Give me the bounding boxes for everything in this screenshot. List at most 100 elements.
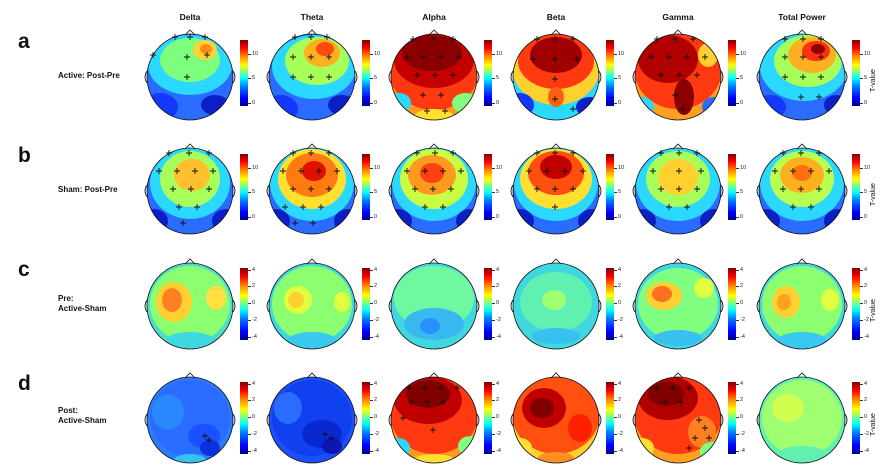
topomap-active-post-pre-alpha — [384, 25, 484, 125]
topomap-pre-active-sham-alpha — [384, 254, 484, 354]
colorbar-tick: 4 — [859, 381, 868, 387]
colorbar: 4 2 0 -2 -4 — [240, 381, 257, 454]
colorbar-tick: 2 — [369, 283, 378, 289]
colorbar-tick: 5 — [247, 189, 256, 195]
colorbar: 10 5 0 — [484, 40, 502, 106]
colorbar-tick: 0 — [859, 414, 868, 420]
colorbar: 10 5 0 — [606, 40, 624, 106]
colorbar-tick: 0 — [735, 300, 744, 306]
colorbar-tick: 10 — [735, 165, 747, 171]
row-label-d: Post: Active-Sham — [58, 406, 107, 425]
colorbar-label: T-value — [870, 299, 877, 322]
colorbar-tick: -4 — [492, 334, 501, 340]
colorbar-tick: 2 — [247, 283, 256, 289]
row-letter-c: c — [18, 258, 30, 281]
colorbar-tick: -2 — [736, 317, 745, 323]
row-label-a: Active: Post-Pre — [58, 71, 120, 80]
band-label-beta: Beta — [546, 12, 566, 22]
colorbar: 4 2 0 -2 -4 — [606, 267, 623, 340]
colorbar: 10 5 0 — [852, 154, 870, 220]
colorbar-tick: 4 — [859, 267, 868, 273]
colorbar-tick: -2 — [492, 431, 501, 437]
colorbar-tick: 0 — [247, 300, 256, 306]
colorbar-tick: 0 — [491, 100, 500, 106]
colorbar-tick: 0 — [859, 300, 868, 306]
colorbar-tick: 0 — [247, 414, 256, 420]
colorbar-tick: -2 — [614, 317, 623, 323]
colorbar-tick: 5 — [491, 75, 500, 81]
colorbar-tick: 4 — [369, 267, 378, 273]
colorbar-tick: 10 — [859, 51, 871, 57]
colorbar-tick: 0 — [247, 100, 256, 106]
colorbar-tick: 5 — [735, 189, 744, 195]
topomap-pre-active-sham-delta — [140, 254, 240, 354]
colorbar-tick: 10 — [859, 165, 871, 171]
colorbar-tick: -2 — [614, 431, 623, 437]
colorbar-tick: -4 — [736, 334, 745, 340]
colorbar-tick: -4 — [736, 448, 745, 454]
topomap-sham-post-pre-delta — [140, 139, 240, 239]
colorbar: 4 2 0 -2 -4 — [484, 381, 501, 454]
band-label-delta: Delta — [179, 12, 201, 22]
colorbar: 4 2 0 -2 -4 — [728, 267, 745, 340]
colorbar-tick: 2 — [247, 397, 256, 403]
colorbar-tick: 0 — [491, 414, 500, 420]
colorbar-tick: 0 — [369, 300, 378, 306]
colorbar-tick: -4 — [860, 334, 869, 340]
topomap-sham-post-pre-total-power — [752, 139, 852, 239]
colorbar-tick: 5 — [859, 189, 868, 195]
colorbar-tick: 5 — [369, 75, 378, 81]
colorbar-tick: 5 — [613, 189, 622, 195]
colorbar-tick: -2 — [370, 431, 379, 437]
colorbar: 10 5 0 — [852, 40, 870, 106]
colorbar-tick: 4 — [491, 267, 500, 273]
colorbar-tick: 4 — [247, 381, 256, 387]
colorbar-label: T-value — [870, 413, 877, 436]
colorbar-tick: -2 — [370, 317, 379, 323]
band-label-total-power: Total Power — [778, 12, 826, 22]
colorbar-tick: 4 — [613, 381, 622, 387]
topomap-active-post-pre-theta — [262, 25, 362, 125]
topomap-sham-post-pre-beta — [506, 139, 606, 239]
colorbar: 10 5 0 — [362, 40, 380, 106]
row-letter-a: a — [18, 30, 30, 53]
colorbar-tick: 0 — [369, 214, 378, 220]
colorbar-tick: 5 — [491, 189, 500, 195]
topomap-pre-active-sham-theta — [262, 254, 362, 354]
colorbar-tick: 4 — [491, 381, 500, 387]
topomap-pre-active-sham-total-power — [752, 254, 852, 354]
row-label-b: Sham: Post-Pre — [58, 185, 118, 194]
colorbar: 4 2 0 -2 -4 — [728, 381, 745, 454]
band-label-theta: Theta — [300, 12, 324, 22]
colorbar: 4 2 0 -2 -4 — [852, 381, 869, 454]
colorbar-tick: 5 — [247, 75, 256, 81]
colorbar: 4 2 0 -2 -4 — [484, 267, 501, 340]
colorbar: 4 2 0 -2 -4 — [362, 381, 379, 454]
topomap-post-active-sham-beta — [506, 368, 606, 468]
topomap-pre-active-sham-gamma — [628, 254, 728, 354]
colorbar-tick: -4 — [370, 334, 379, 340]
topomap-sham-post-pre-gamma — [628, 139, 728, 239]
topomap-post-active-sham-gamma — [628, 368, 728, 468]
colorbar-tick: -4 — [492, 448, 501, 454]
colorbar-tick: 10 — [491, 51, 503, 57]
colorbar-tick: 0 — [491, 300, 500, 306]
topomap-pre-active-sham-beta — [506, 254, 606, 354]
colorbar-tick: 4 — [735, 381, 744, 387]
colorbar-tick: 0 — [491, 214, 500, 220]
colorbar: 10 5 0 — [484, 154, 502, 220]
colorbar-label: T-value — [870, 69, 877, 92]
colorbar-tick: 2 — [491, 397, 500, 403]
topomap-active-post-pre-delta — [140, 25, 240, 125]
colorbar: 4 2 0 -2 -4 — [606, 381, 623, 454]
colorbar-tick: 0 — [369, 414, 378, 420]
colorbar-tick: 10 — [491, 165, 503, 171]
colorbar-tick: -4 — [248, 334, 257, 340]
colorbar-tick: 4 — [247, 267, 256, 273]
topomap-post-active-sham-alpha — [384, 368, 484, 468]
colorbar-tick: 10 — [369, 165, 381, 171]
colorbar-tick: 0 — [859, 214, 868, 220]
colorbar-tick: 2 — [369, 397, 378, 403]
topomap-sham-post-pre-alpha — [384, 139, 484, 239]
colorbar-tick: 10 — [247, 51, 259, 57]
